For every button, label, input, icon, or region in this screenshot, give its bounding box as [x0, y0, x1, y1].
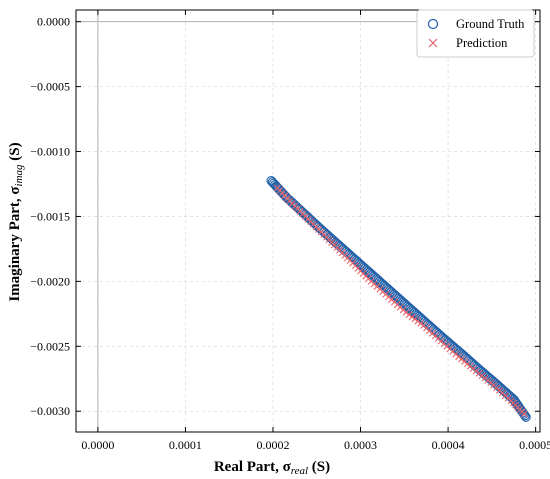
x-tick-label: 0.0003 [344, 438, 377, 452]
y-axis-label-unit: (S) [7, 142, 23, 160]
y-tick-label: −0.0010 [30, 145, 70, 159]
series-prediction [273, 184, 528, 418]
ground-truth-point [521, 412, 531, 422]
ground-truth-point [520, 410, 530, 421]
y-tick-label: −0.0025 [30, 339, 70, 353]
y-axis-label-subscript: imag [13, 164, 25, 187]
y-tick-label: −0.0015 [30, 209, 70, 223]
x-tick-label: 0.0000 [81, 438, 114, 452]
x-axis-ticks: 0.0000 0.0001 0.0002 0.0003 0.0004 0.0005 [81, 10, 550, 452]
legend-ground-truth-label: Ground Truth [456, 17, 525, 31]
y-tick-label: −0.0030 [30, 404, 70, 418]
plot-frame [75, 9, 541, 433]
y-axis-label-main: Imaginary Part, σ [7, 186, 23, 302]
legend: Ground Truth Prediction [416, 9, 535, 58]
y-tick-label: 0.0000 [37, 15, 70, 29]
y-tick-label: −0.0005 [30, 80, 70, 94]
x-tick-label: 0.0002 [256, 438, 289, 452]
y-axis-ticks: 0.0000 −0.0005 −0.0010 −0.0015 −0.0020 −0.002… [30, 15, 540, 418]
legend-prediction-marker [428, 38, 438, 48]
prediction-point [520, 410, 528, 418]
x-axis-label-subscript: real [291, 465, 308, 477]
y-axis-label: Imaginary Part, σimag (S) [7, 142, 25, 301]
x-axis-label: Real Part, σreal (S) [214, 459, 330, 477]
series-ground-truth [266, 175, 531, 422]
x-tick-label: 0.0001 [169, 438, 202, 452]
legend-box [416, 9, 535, 58]
x-axis-label-unit: (S) [312, 459, 330, 475]
y-tick-label: −0.0020 [30, 274, 70, 288]
x-tick-label: 0.0004 [432, 438, 465, 452]
legend-prediction-label: Prediction [456, 36, 508, 50]
legend-ground-truth-marker [427, 18, 439, 30]
x-axis-label-main: Real Part, σ [214, 459, 292, 475]
x-tick-label: 0.0005 [519, 438, 550, 452]
